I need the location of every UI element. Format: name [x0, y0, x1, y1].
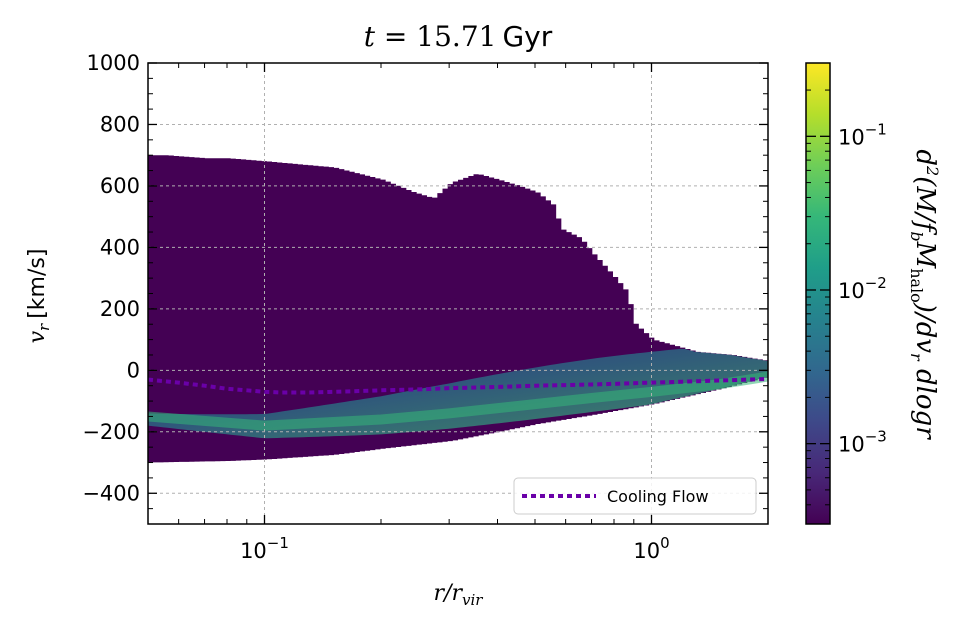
colorbar-tick-label: 10−1	[838, 120, 887, 149]
y-tick-label: 0	[127, 358, 140, 382]
cooling-flow-curve	[148, 376, 768, 395]
grid	[148, 63, 768, 524]
x-tick-label: 10−1	[240, 534, 289, 563]
heatmap-dense-band	[148, 348, 768, 439]
y-tick-label: 600	[100, 174, 140, 198]
y-tick-label: 200	[100, 297, 140, 321]
plot-area: 10−1 100 1000 800 600 400 200 0 −200 −400	[82, 51, 769, 563]
colorbar-tick-label: 10−3	[838, 428, 887, 457]
colorbar-tick-label: 10−2	[838, 274, 887, 303]
colorbar-ticks: 10−1 10−2 10−3	[806, 89, 887, 525]
y-axis-ticks: 1000 800 600 400 200 0 −200 −400	[82, 51, 768, 505]
legend-label-cooling-flow: Cooling Flow	[607, 487, 709, 506]
heatmap	[148, 155, 768, 463]
colorbar-frame	[805, 62, 831, 525]
y-tick-label: −400	[82, 481, 140, 505]
x-axis-label: r/rvir	[434, 581, 484, 609]
heatmap-ridge	[148, 371, 768, 431]
colorbar-gradient	[806, 63, 830, 524]
x-axis-ticks: 10−1 100	[240, 63, 670, 563]
x-tick-label: 100	[633, 534, 669, 563]
y-tick-label: 400	[100, 235, 140, 259]
colorbar: 10−1 10−2 10−3	[805, 62, 887, 525]
y-axis-label: vr[km/s]	[25, 249, 53, 344]
y-tick-label: 1000	[87, 51, 140, 75]
series-cooling-flow	[148, 376, 768, 395]
plot-frame	[147, 62, 769, 525]
legend-box	[513, 477, 757, 515]
y-tick-label: −200	[82, 420, 140, 444]
chart-title: t = 15.71 Gyr	[364, 20, 553, 53]
y-tick-label: 800	[100, 112, 140, 136]
colorbar-label: d2(M/fbMhalo)/dvr dlogr	[907, 149, 942, 440]
legend: Cooling Flow	[513, 477, 757, 515]
